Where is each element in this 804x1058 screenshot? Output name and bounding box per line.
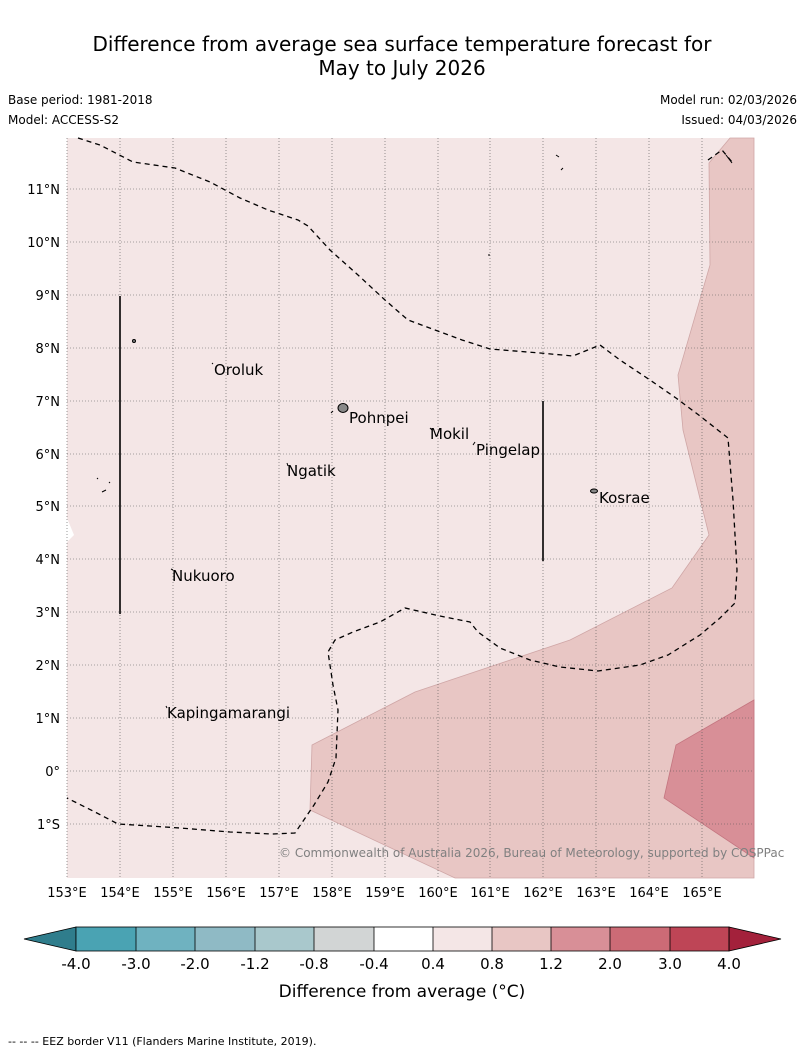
lon-label: 164°E [629, 886, 669, 901]
lat-label: 8°N [36, 342, 61, 357]
colorbar-segment [255, 927, 314, 951]
base-period: Base period: 1981-2018 [8, 93, 153, 107]
lat-label: 1°S [37, 818, 60, 833]
island-northeast [725, 154, 733, 164]
gridlines [66, 138, 754, 878]
lat-label: 3°N [36, 606, 61, 621]
island-kapingamarangi [165, 705, 168, 709]
colorbar-tick: 0.4 [421, 955, 445, 973]
lat-label: 6°N [36, 448, 61, 463]
lon-label: 157°E [259, 886, 299, 901]
colorbar-segment [433, 927, 492, 951]
island-kosrae [590, 488, 598, 494]
colorbar-tick: -4.0 [61, 955, 90, 973]
colorbar-segment [610, 927, 670, 951]
island-oroluk [211, 362, 214, 365]
colorbar-segment [76, 927, 136, 951]
anomaly-region-medium [309, 137, 755, 879]
model-name: Model: ACCESS-S2 [8, 113, 120, 127]
title-line-1: Difference from average sea surface temp… [92, 32, 712, 56]
colorbar-tick: -0.8 [299, 955, 328, 973]
lon-label: 153°E [47, 886, 87, 901]
island-small-west [132, 339, 136, 343]
island-oroluk-reef [96, 477, 111, 493]
lat-label: 7°N [36, 395, 61, 410]
lat-label: 0° [45, 765, 60, 780]
lon-label: 155°E [153, 886, 193, 901]
island-pingelap [472, 441, 476, 446]
colorbar-label: Difference from average (°C) [279, 982, 526, 1002]
island-nukuoro [170, 568, 174, 571]
lon-label: 162°E [523, 886, 563, 901]
lon-label: 159°E [365, 886, 405, 901]
place-label: Oroluk [214, 361, 263, 379]
colorbar-tick: -0.4 [359, 955, 388, 973]
lon-label: 161°E [470, 886, 510, 901]
issued-date: Issued: 04/03/2026 [681, 113, 797, 127]
colorbar-tick: 1.2 [539, 955, 563, 973]
colorbar-extend-low [23, 926, 77, 952]
place-label: Kosrae [599, 489, 650, 507]
lat-label: 4°N [36, 553, 61, 568]
colorbar-segment [492, 927, 551, 951]
colorbar-tick: 4.0 [717, 955, 741, 973]
island-ngatik [286, 462, 289, 467]
lat-label: 1°N [36, 712, 61, 727]
lon-label: 163°E [576, 886, 616, 901]
colorbar-tick: -3.0 [121, 955, 150, 973]
eez-source-note: -- -- -- EEZ border V11 (Flanders Marine… [8, 1035, 317, 1048]
place-label: Ngatik [287, 462, 336, 480]
colorbar-segment [195, 927, 255, 951]
place-label: Nukuoro [172, 567, 235, 585]
colorbar-segment [670, 927, 729, 951]
island-mokil [429, 427, 433, 431]
place-label: Pohnpei [349, 409, 409, 427]
lat-label: 11°N [27, 183, 60, 198]
land-sliver [67, 518, 74, 542]
place-label: Pingelap [476, 441, 540, 459]
lon-label: 158°E [312, 886, 352, 901]
colorbar-tick: 3.0 [658, 955, 682, 973]
lon-label: 154°E [100, 886, 140, 901]
copyright-notice: © Commonwealth of Australia 2026, Bureau… [279, 846, 784, 860]
island-ant [330, 410, 334, 414]
title-line-2: May to July 2026 [318, 56, 486, 80]
map-title: Difference from average sea surface temp… [0, 32, 804, 80]
place-label: Kapingamarangi [167, 704, 290, 722]
colorbar-tick: -2.0 [180, 955, 209, 973]
colorbar-tick: 0.8 [480, 955, 504, 973]
colorbar-segment [136, 927, 195, 951]
colorbar: -4.0 -3.0 -2.0 -1.2 -0.8 -0.4 0.4 0.8 1.… [23, 926, 782, 1002]
colorbar-segment [551, 927, 610, 951]
colorbar-segment [314, 927, 374, 951]
colorbar-tick: 2.0 [598, 955, 622, 973]
island-pohnpei [337, 403, 349, 413]
model-run: Model run: 02/03/2026 [659, 93, 797, 107]
colorbar-extend-high [728, 926, 782, 952]
lat-label: 2°N [36, 659, 61, 674]
lat-label: 5°N [36, 500, 61, 515]
lat-label: 10°N [27, 236, 60, 251]
colorbar-tick: -1.2 [240, 955, 269, 973]
lon-label: 165°E [682, 886, 722, 901]
lon-label: 156°E [206, 886, 246, 901]
islands [96, 154, 733, 709]
longitude-labels: 153°E 154°E 155°E 156°E 157°E 158°E 159°… [47, 886, 722, 901]
place-labels: Oroluk Pohnpei Mokil Pingelap Ngatik Kos… [167, 361, 650, 722]
lat-label: 9°N [36, 289, 61, 304]
lon-label: 160°E [418, 886, 458, 901]
colorbar-segment [374, 927, 433, 951]
island-north-atolls [488, 154, 564, 256]
latitude-labels: 11°N 10°N 9°N 8°N 7°N 6°N 5°N 4°N 3°N 2°… [27, 183, 60, 833]
place-label: Mokil [430, 425, 469, 443]
